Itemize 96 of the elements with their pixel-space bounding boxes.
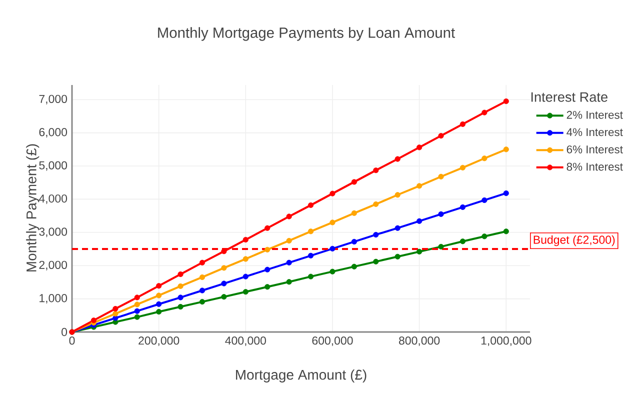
point [242,236,248,243]
chart-title: Monthly Mortgage Payments by Loan Amount [158,27,455,41]
point [482,197,488,203]
y-axis-title: Monthly Payment (£) [26,144,40,272]
point [330,190,336,196]
point [394,156,400,162]
point [199,288,206,294]
y-tick-label: 7,000 [39,94,68,104]
point [286,279,292,285]
point [264,225,270,231]
point [134,314,140,320]
point [416,183,422,189]
point [438,244,444,250]
point [286,238,292,244]
point [351,210,357,216]
point [221,280,227,286]
y-tick-label: 1,000 [40,294,68,304]
y-tick-label: 4,000 [38,194,68,204]
y-tick-label: 3,000 [39,228,68,238]
x-tick-label: 200,000 [138,336,180,346]
point [308,228,314,234]
y-tick-label: 5,000 [39,161,68,171]
point [438,211,444,217]
legend-label: 8% Interest [566,162,623,171]
point [330,220,336,226]
point [460,164,466,170]
point [438,132,444,139]
legend-label: 4% Interest [566,128,623,136]
point [134,308,140,314]
y-tick-label: 2,000 [39,260,68,270]
point [416,144,422,150]
point [156,308,162,315]
point [394,192,400,198]
point [482,110,488,116]
y-tick-label: 0 [62,328,68,336]
point [199,260,206,266]
point [482,156,488,162]
point [460,204,466,210]
legend-label: 6% Interest [566,145,623,154]
x-tick-label: 600,000 [312,336,353,346]
point [330,268,336,274]
point [308,252,314,258]
point [394,254,400,260]
point [416,248,422,254]
point [178,283,184,289]
point [112,306,118,312]
point [156,292,162,298]
point [503,190,509,196]
point [308,202,314,208]
point [242,289,248,295]
point [156,301,162,307]
x-tick-label: 1,000,000 [481,336,532,346]
point [503,146,509,152]
point [460,121,466,127]
point [264,284,270,290]
legend-title: Interest Rate [531,92,608,102]
point [373,168,379,174]
point [178,271,184,278]
point [199,298,206,305]
point [242,256,248,262]
point [373,258,379,264]
ref-line-label: Budget (£2,500) [534,235,615,246]
point [394,225,400,231]
point [286,260,292,266]
point [286,214,292,220]
point [416,218,422,224]
point [178,294,184,300]
point [351,238,357,244]
x-tick-label: 800,000 [399,336,440,346]
point [264,266,270,272]
point [438,174,444,180]
point [503,228,509,234]
point [199,274,206,280]
y-tick-label: 6,000 [39,128,68,138]
point [242,274,248,280]
point [460,238,466,244]
point [373,201,379,207]
point [330,246,336,252]
point [178,304,184,310]
point [156,283,162,289]
point [351,264,357,270]
point [351,179,357,185]
point [221,294,227,300]
point [134,294,140,300]
point [482,234,488,240]
x-axis-title: Mortgage Amount (£) [236,369,366,382]
point [308,274,314,280]
point [264,246,270,252]
x-tick-label: 400,000 [225,336,266,346]
x-tick-label: 0 [69,336,75,345]
point [503,98,509,104]
legend-label: 2% Interest [566,110,623,119]
point [112,310,118,317]
point [373,232,379,238]
point [221,265,227,271]
point [134,302,140,308]
